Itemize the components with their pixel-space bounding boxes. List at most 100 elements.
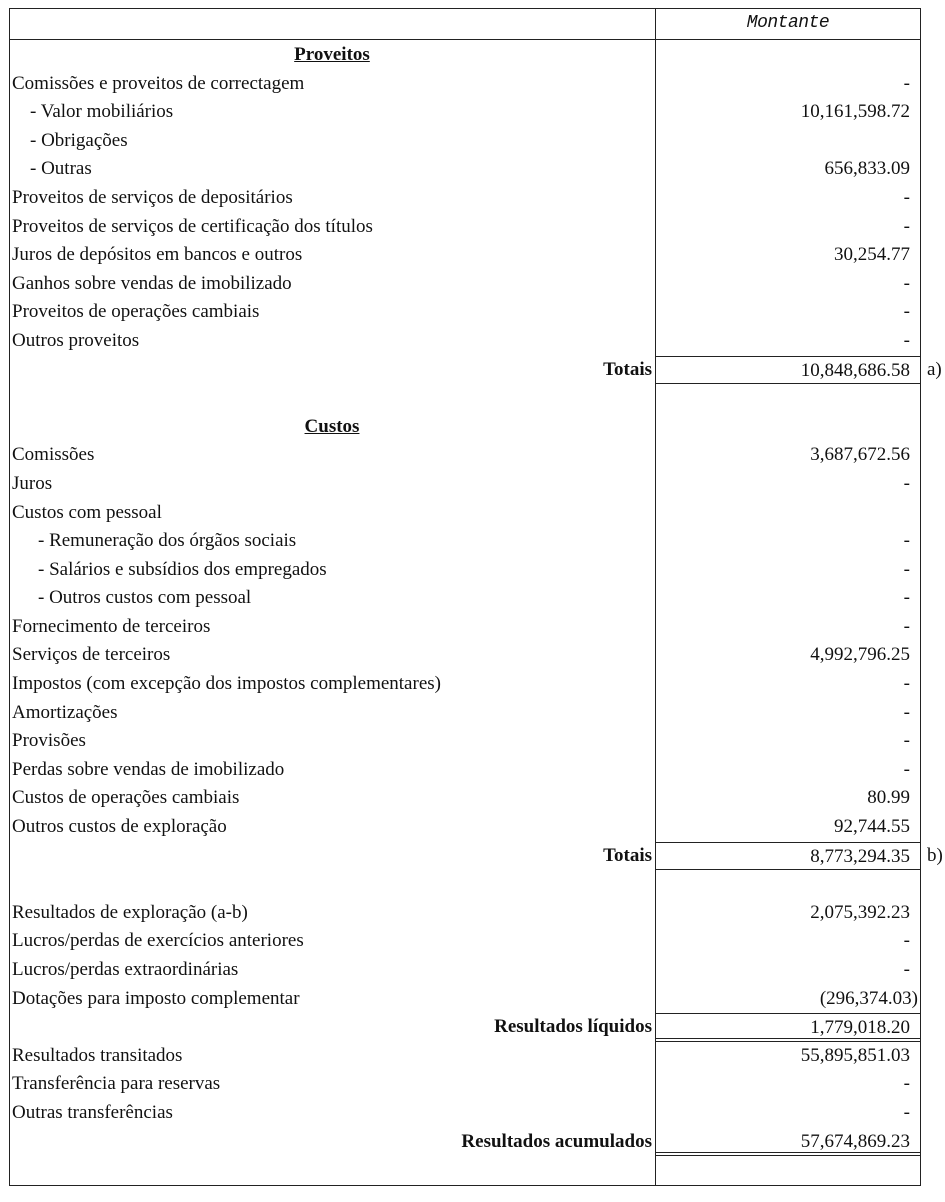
- table-row: - Outras 656,833.09: [10, 155, 920, 184]
- table-row: Juros -: [10, 470, 920, 499]
- row-amount: -: [903, 329, 910, 351]
- row-label: Fornecimento de terceiros: [12, 615, 211, 637]
- row-label: Juros de depósitos em bancos e outros: [12, 244, 303, 266]
- row-label: Outras transferências: [12, 1101, 173, 1123]
- row-amount: [656, 499, 920, 528]
- table-row: Ganhos sobre vendas de imobilizado -: [10, 270, 920, 299]
- row-label: Outros proveitos: [12, 329, 140, 351]
- table-row: Custos de operações cambiais 80.99: [10, 784, 920, 813]
- table-row: [10, 384, 920, 413]
- row-label: Proveitos de serviços de certificação do…: [12, 215, 373, 237]
- amount-column-header: Montante: [746, 13, 830, 33]
- row-amount: 92,744.55: [834, 816, 910, 838]
- row-label: [12, 384, 652, 413]
- table-row: Juros de depósitos em bancos e outros 30,…: [10, 241, 920, 270]
- row-label: Dotações para imposto complementar: [12, 987, 300, 1009]
- row-amount: [656, 870, 920, 899]
- row-amount: 1,779,018.20: [656, 1013, 920, 1042]
- row-label: - Remuneração dos órgãos sociais: [38, 530, 297, 552]
- row-amount: 55,895,851.03: [800, 1044, 910, 1066]
- row-amount: -: [903, 701, 910, 723]
- table-row: Serviços de terceiros 4,992,796.25: [10, 641, 920, 670]
- table-row: Comissões 3,687,672.56: [10, 441, 920, 470]
- row-label: [12, 1156, 652, 1185]
- row-label: Totais: [603, 358, 652, 380]
- row-amount: -: [903, 673, 910, 695]
- row-label: Resultados de exploração (a-b): [12, 901, 248, 923]
- row-label: Resultados transitados: [12, 1044, 183, 1066]
- row-amount: -: [903, 186, 910, 208]
- table-row: Proveitos de serviços de depositários -: [10, 184, 920, 213]
- table-row: Lucros/perdas de exercícios anteriores -: [10, 927, 920, 956]
- row-label: - Valor mobiliários: [30, 101, 174, 123]
- table-row: Outras transferências -: [10, 1099, 920, 1128]
- row-amount: 2,075,392.23: [810, 901, 910, 923]
- total-reference-note: a): [927, 358, 942, 380]
- row-amount: -: [903, 72, 910, 94]
- table-row: Transferência para reservas -: [10, 1070, 920, 1099]
- row-label: - Outros custos com pessoal: [38, 587, 252, 609]
- income-statement-table: Montante Proveitos Comissões e proveitos …: [9, 8, 943, 1186]
- table-row: - Valor mobiliários 10,161,598.72: [10, 98, 920, 127]
- row-amount: [656, 41, 920, 70]
- row-label: - Obrigações: [30, 129, 128, 151]
- row-amount: [656, 384, 920, 413]
- row-label: Lucros/perdas extraordinárias: [12, 959, 239, 980]
- row-label: Transferência para reservas: [12, 1073, 221, 1095]
- table-row: Amortizações -: [10, 699, 920, 728]
- table-row: [10, 870, 920, 899]
- table-row: - Remuneração dos órgãos sociais -: [10, 527, 920, 556]
- table-row: Resultados de exploração (a-b) 2,075,392.…: [10, 899, 920, 928]
- row-label: Ganhos sobre vendas de imobilizado: [12, 272, 292, 294]
- row-label: Custos com pessoal: [12, 501, 162, 523]
- total-reference-note: b): [927, 844, 943, 866]
- row-label: Outros custos de exploração: [12, 816, 227, 838]
- row-amount: -: [903, 1073, 910, 1095]
- table-row: Outros proveitos -: [10, 327, 920, 356]
- section-heading-row: Custos: [10, 413, 920, 442]
- row-amount: -: [903, 272, 910, 294]
- table-row: Resultados transitados 55,895,851.03: [10, 1042, 920, 1071]
- row-amount: 57,674,869.23: [656, 1128, 920, 1157]
- row-label: Juros: [12, 472, 53, 494]
- table-row: Perdas sobre vendas de imobilizado -: [10, 756, 920, 785]
- row-label: Totais: [603, 844, 652, 866]
- row-amount: -: [903, 472, 910, 494]
- table-row: Dotações para imposto complementar (296,3…: [10, 985, 920, 1014]
- row-label: Impostos (com excepção dos impostos comp…: [12, 673, 441, 695]
- table-row: - Obrigações: [10, 127, 920, 156]
- table-row: Provisões -: [10, 727, 920, 756]
- row-label: Resultados acumulados: [461, 1130, 652, 1152]
- row-amount: [656, 413, 920, 442]
- row-label: Serviços de terceiros: [12, 644, 171, 666]
- section-heading: Custos: [304, 415, 360, 437]
- row-amount: -: [903, 930, 910, 952]
- row-label: Proveitos de serviços de depositários: [12, 186, 293, 208]
- row-amount: -: [903, 587, 910, 609]
- row-amount: 3,687,672.56: [810, 444, 910, 466]
- row-amount: [656, 127, 920, 156]
- row-amount: 10,848,686.58: [656, 355, 920, 385]
- table-row: Lucros/perdas extraordinárias -: [10, 956, 920, 985]
- row-label: Comissões e proveitos de correctagem: [12, 72, 305, 94]
- row-label: Amortizações: [12, 701, 118, 723]
- row-amount: -: [903, 959, 910, 980]
- row-amount: 80.99: [867, 787, 910, 809]
- row-amount: -: [903, 615, 910, 637]
- total-row: Totais 10,848,686.58 a): [10, 355, 942, 385]
- row-label: Lucros/perdas de exercícios anteriores: [12, 930, 304, 952]
- row-amount: 10,161,598.72: [800, 101, 910, 123]
- row-amount: -: [903, 730, 910, 752]
- row-label: - Outras: [30, 158, 92, 180]
- row-amount: 30,254.77: [834, 244, 910, 266]
- table-row: Impostos (com excepção dos impostos comp…: [10, 670, 920, 699]
- table-row: Custos com pessoal: [10, 499, 920, 528]
- row-label: Perdas sobre vendas de imobilizado: [12, 758, 285, 780]
- table-row: - Outros custos com pessoal -: [10, 584, 920, 613]
- row-amount: -: [903, 530, 910, 552]
- row-label: Proveitos de operações cambiais: [12, 301, 260, 323]
- row-label: [12, 870, 652, 899]
- total-row: Resultados acumulados 57,674,869.23: [10, 1128, 920, 1157]
- table-row: Comissões e proveitos de correctagem -: [10, 70, 920, 99]
- row-amount: -: [903, 1101, 910, 1123]
